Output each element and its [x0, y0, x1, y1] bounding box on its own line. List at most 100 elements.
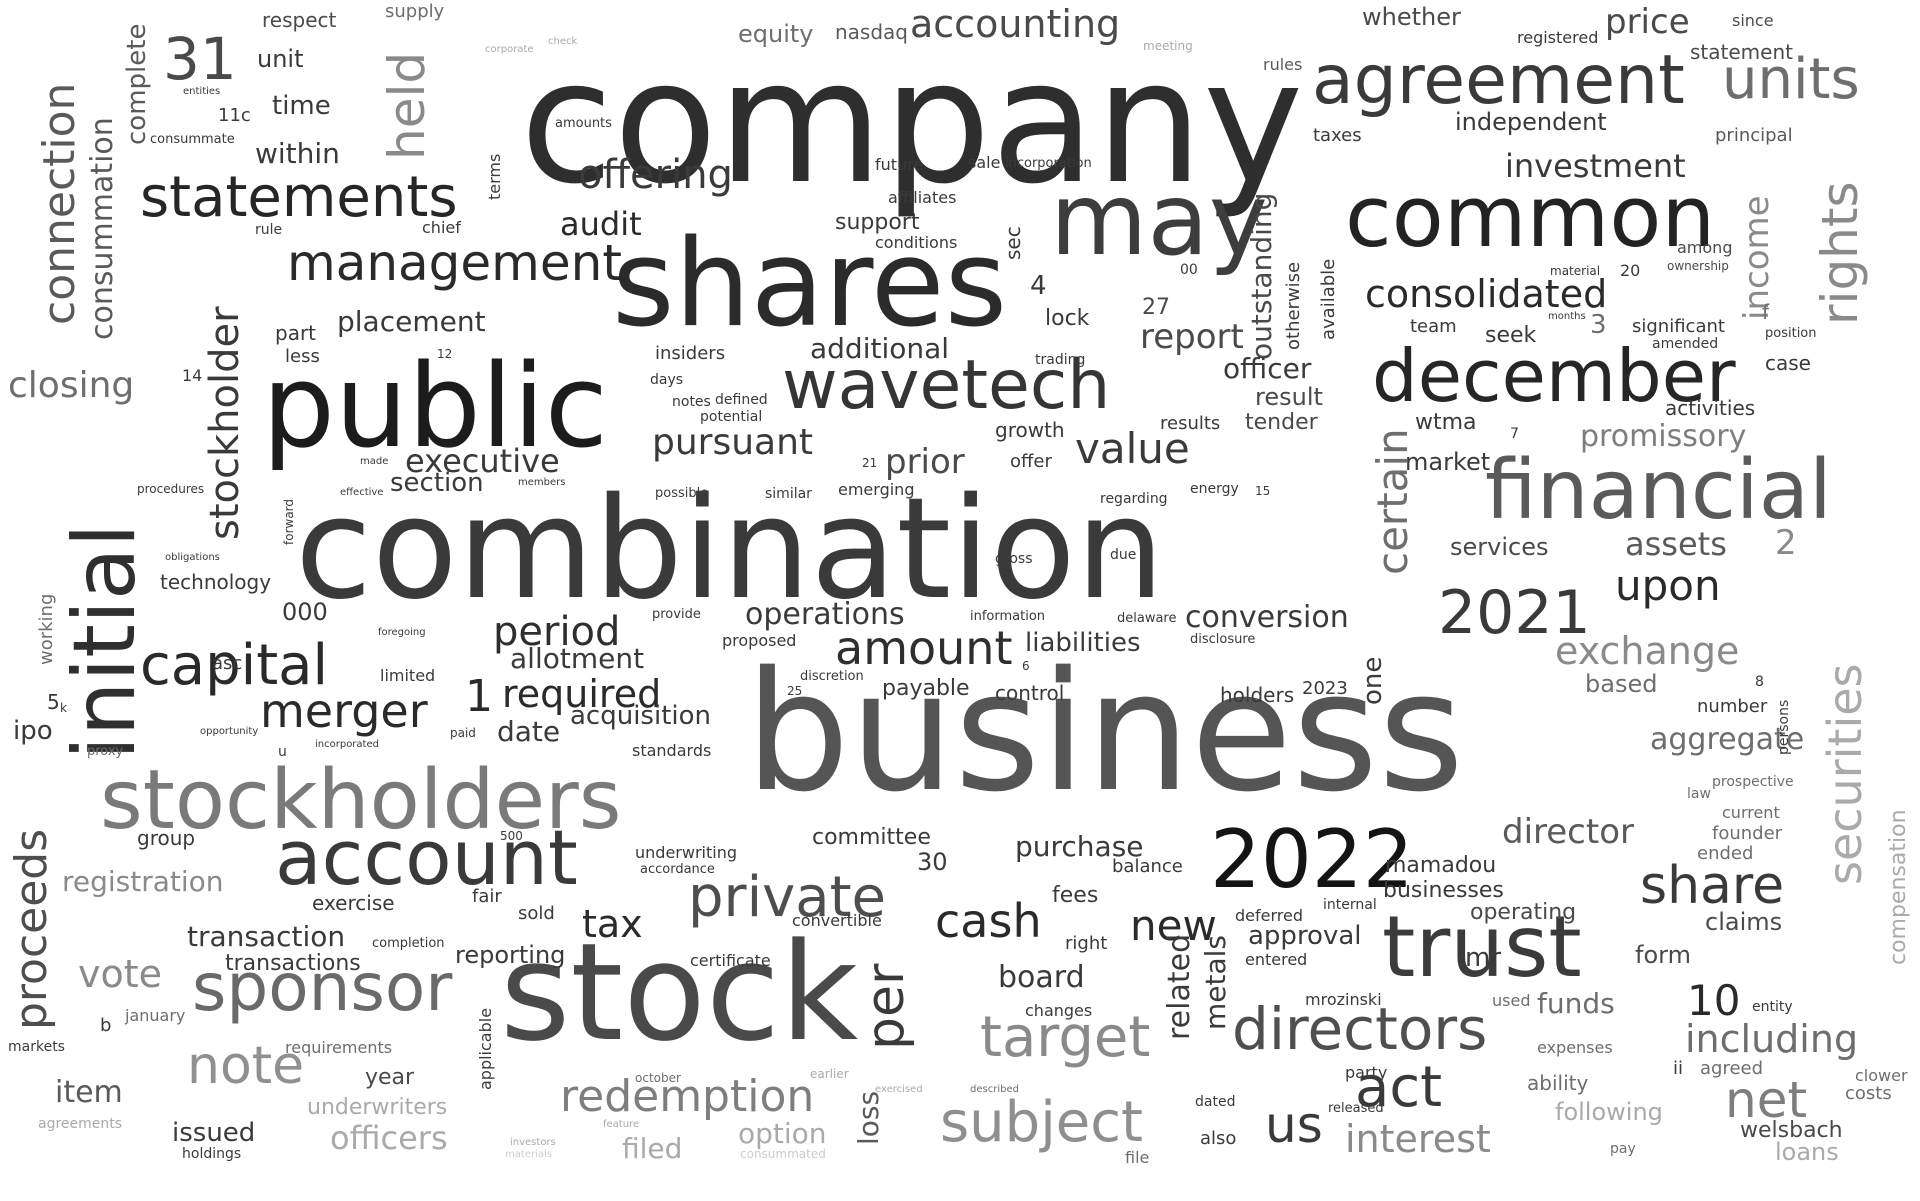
word-act: act — [1355, 1055, 1443, 1120]
word-2021: 2021 — [1438, 578, 1591, 648]
word-consummated: consummated — [740, 1147, 826, 1161]
word-also: also — [1200, 1128, 1237, 1149]
word-control: control — [995, 681, 1065, 705]
word-14: 14 — [182, 366, 203, 385]
word-internal: internal — [1323, 897, 1377, 913]
word-number: number — [1697, 696, 1768, 717]
word-requirements: requirements — [285, 1038, 393, 1057]
word-10: 10 — [1687, 976, 1741, 1025]
word-private: private — [688, 865, 886, 930]
word-accounting: accounting — [910, 2, 1121, 46]
word-5: 5 — [47, 690, 60, 714]
word-approval: approval — [1248, 921, 1362, 951]
word-incorporation: incorporation — [1005, 156, 1092, 171]
word-nasdaq: nasdaq — [835, 20, 908, 44]
word-changes: changes — [1025, 1001, 1093, 1020]
word-accordance: accordance — [640, 862, 715, 877]
word-disclosure: disclosure — [1190, 632, 1256, 647]
word-october: october — [635, 1071, 681, 1085]
word-date: date — [497, 715, 561, 748]
word-forward: forward — [282, 498, 296, 545]
word-incorporated: incorporated — [315, 739, 379, 750]
word-new: new — [1130, 901, 1217, 950]
word-position: position — [1765, 326, 1817, 341]
word-made: made — [360, 456, 389, 467]
word-affiliates: affiliates — [888, 188, 957, 207]
word-25: 25 — [787, 684, 803, 698]
word-allotment: allotment — [510, 642, 645, 675]
word-account: account — [275, 813, 578, 902]
word-law: law — [1687, 786, 1711, 802]
word-investment: investment — [1505, 147, 1686, 185]
word-notes: notes — [672, 394, 711, 410]
word-required: required — [502, 672, 662, 716]
word-form: form — [1635, 941, 1691, 969]
word-audit: audit — [560, 205, 642, 243]
word-within: within — [255, 137, 340, 170]
word-transactions: transactions — [225, 951, 361, 976]
word-00: 00 — [1180, 262, 1198, 278]
word-entered: entered — [1245, 950, 1308, 969]
word-11c: 11c — [218, 105, 251, 126]
word-rights: rights — [1811, 181, 1869, 325]
word-available: available — [1318, 258, 1339, 340]
word-4: 4 — [1030, 271, 1047, 301]
word-prospective: prospective — [1712, 774, 1794, 790]
word-similar: similar — [765, 486, 812, 502]
word-discretion: discretion — [800, 669, 864, 684]
word-1: 1 — [465, 671, 493, 722]
word-operations: operations — [745, 597, 905, 632]
word-securities: securities — [1818, 663, 1872, 886]
word-cash: cash — [935, 894, 1042, 948]
word-chief: chief — [422, 218, 461, 237]
word-supply: supply — [385, 1, 445, 22]
word-independent: independent — [1455, 108, 1607, 136]
word-fees: fees — [1052, 883, 1099, 908]
word-ii: ii — [1673, 1058, 1684, 1079]
word-mrozinski: mrozinski — [1305, 990, 1382, 1009]
word-due: due — [1110, 547, 1137, 563]
word-consummate: consummate — [150, 132, 235, 147]
word-3: 3 — [1590, 310, 1607, 340]
word-exercised: exercised — [875, 1084, 923, 1095]
word-right: right — [1065, 933, 1108, 954]
word-ipo: ipo — [13, 716, 53, 746]
word-outstanding: outstanding — [1245, 192, 1278, 360]
word-proposed: proposed — [722, 631, 797, 650]
word-significant: significant — [1632, 316, 1725, 337]
word-issued: issued — [172, 1118, 256, 1148]
word-earlier: earlier — [810, 1067, 849, 1081]
word-upon: upon — [1615, 561, 1721, 610]
word-delaware: delaware — [1117, 611, 1177, 626]
word-result: result — [1255, 383, 1323, 411]
word-investors: investors — [510, 1137, 556, 1148]
word-dated: dated — [1195, 1094, 1236, 1110]
word-possible: possible — [655, 486, 709, 501]
word-obligations: obligations — [165, 552, 220, 563]
word-30: 30 — [917, 848, 948, 876]
word-members: members — [518, 477, 566, 488]
word-promissory: promissory — [1580, 419, 1747, 454]
word-unit: unit — [257, 45, 304, 73]
word-8: 8 — [1755, 674, 1764, 690]
word-sec: sec — [1001, 226, 1025, 260]
word-sale: sale — [968, 153, 1001, 172]
word-december: december — [1372, 334, 1736, 418]
word-energy: energy — [1190, 481, 1239, 497]
word-released: released — [1328, 1101, 1384, 1116]
word-shares: shares — [612, 215, 1008, 354]
word-gross: gross — [995, 551, 1033, 567]
word-group: group — [137, 826, 196, 850]
word-founder: founder — [1712, 823, 1783, 844]
word-case: case — [1765, 351, 1811, 375]
word-15: 15 — [1255, 484, 1271, 498]
word-2: 2 — [1775, 523, 1797, 563]
word-placement: placement — [337, 305, 486, 338]
word-asc: asc — [212, 653, 243, 674]
word-costs: costs — [1845, 1083, 1892, 1104]
word-statement: statement — [1690, 40, 1793, 64]
word-price: price — [1605, 2, 1690, 42]
word-whether: whether — [1362, 3, 1461, 31]
word-file: file — [1125, 1148, 1150, 1167]
